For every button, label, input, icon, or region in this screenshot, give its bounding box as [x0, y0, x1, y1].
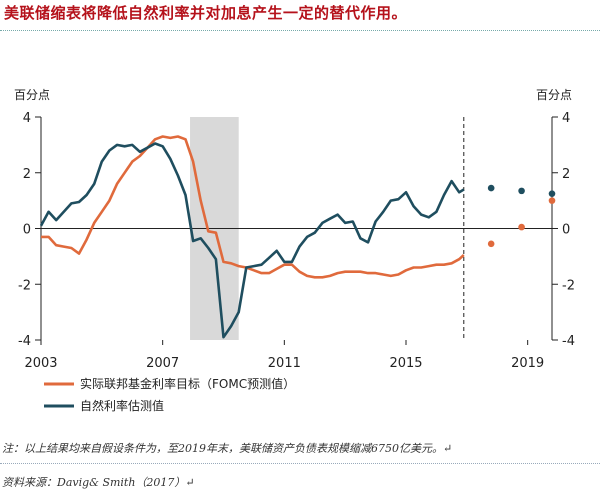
y-unit-right: 百分点 — [536, 88, 572, 102]
series-line-1 — [39, 142, 465, 339]
projection-point — [518, 187, 525, 195]
x-tick-label: 2019 — [511, 356, 544, 371]
title-divider — [0, 30, 600, 31]
y-tick-label-right: -2 — [562, 278, 575, 293]
source-note: 资料来源：Davig& Smith（2017）↵ — [2, 476, 195, 489]
y-tick-label-left: 0 — [23, 223, 31, 238]
y-unit-left: 百分点 — [14, 88, 50, 102]
chart-axes: 4 4 2 2 0 0 -2 -2 -4 -4 百分点 百分点 2003 2007 2011 2015 2019 — [14, 88, 575, 371]
chart-title: 美联储缩表将降低自然利率并对加息产生一定的替代作用。 — [4, 4, 408, 22]
projection-point — [487, 240, 495, 248]
x-tick-label: 2011 — [268, 356, 301, 371]
y-tick-label-right: -4 — [562, 334, 575, 349]
line-chart: 4 4 2 2 0 0 -2 -2 -4 -4 百分点 百分点 2003 2007 2011 2015 2019… — [14, 88, 575, 413]
y-tick-label-right: 2 — [562, 167, 570, 182]
y-tick-label-left: 4 — [23, 111, 31, 126]
x-tick-label: 2007 — [146, 356, 179, 371]
x-tick-label: 2015 — [389, 356, 422, 371]
y-tick-label-right: 0 — [562, 223, 570, 238]
y-tick-label-left: -2 — [18, 278, 31, 293]
legend-label-1: 自然利率估测值 — [80, 398, 164, 413]
footnote-divider — [0, 463, 600, 464]
x-tick-label: 2003 — [24, 356, 57, 371]
projection-point — [487, 184, 495, 192]
chart-gridlines — [41, 117, 552, 340]
footnote: 注：以上结果均来自假设条件为，至2019年末，美联储资产负债表规模缩减6750亿… — [2, 442, 453, 455]
projection-point — [518, 223, 525, 231]
series-line-0 — [41, 135, 465, 279]
y-tick-label-left: -4 — [18, 334, 31, 349]
chart-legend: 实际联邦基金利率目标（FOMC预测值） 自然利率估测值 — [44, 376, 295, 413]
legend-label-0: 实际联邦基金利率目标（FOMC预测值） — [80, 376, 295, 391]
projection-point — [548, 197, 556, 204]
projection-point — [548, 190, 556, 197]
chart-series — [39, 135, 556, 339]
y-tick-label-left: 2 — [23, 167, 31, 182]
y-tick-label-right: 4 — [562, 111, 570, 126]
